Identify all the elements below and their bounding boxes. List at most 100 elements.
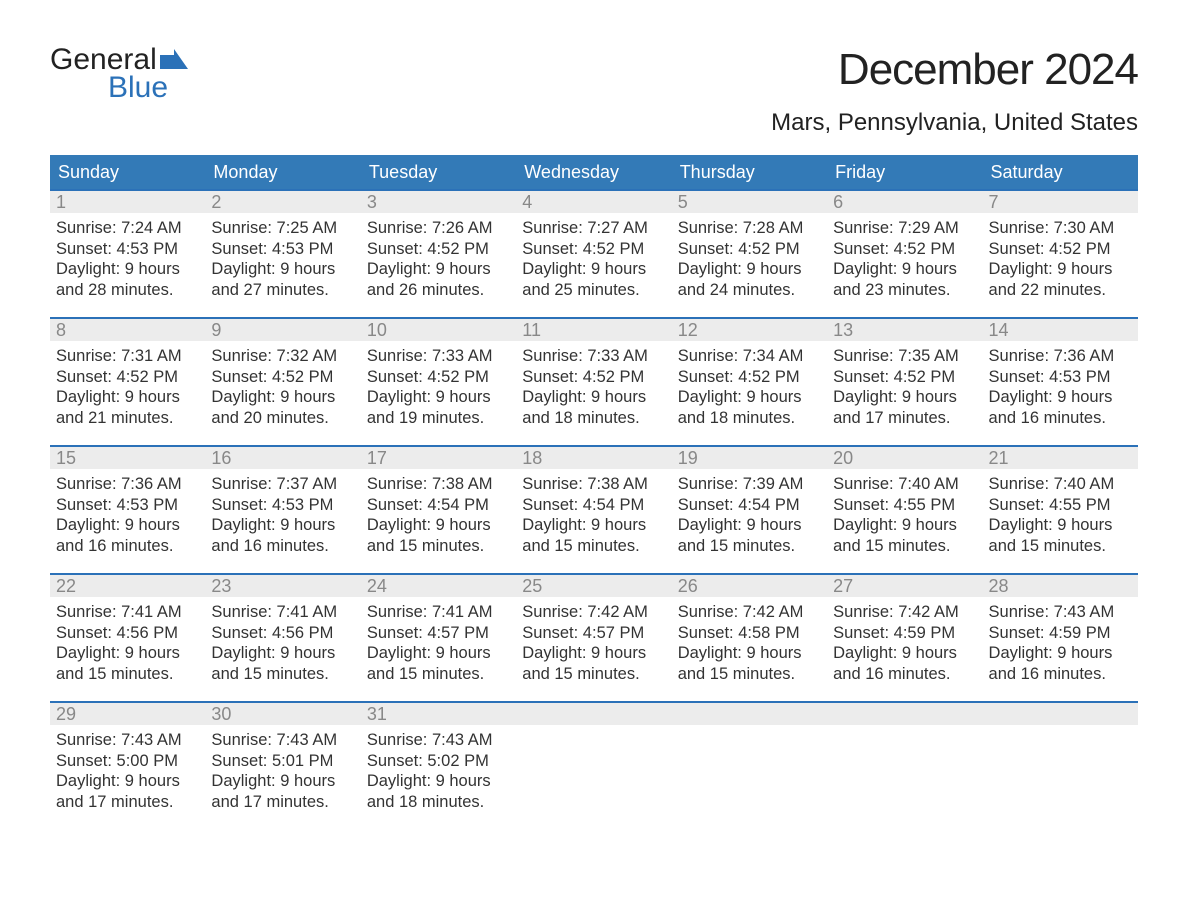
day-cell: 17Sunrise: 7:38 AMSunset: 4:54 PMDayligh…: [361, 445, 516, 573]
sunset-text: Sunset: 4:52 PM: [211, 367, 354, 388]
title-block: December 2024 Mars, Pennsylvania, United…: [771, 45, 1138, 147]
week-row: 1Sunrise: 7:24 AMSunset: 4:53 PMDaylight…: [50, 189, 1138, 317]
sunrise-text: Sunrise: 7:41 AM: [56, 602, 199, 623]
sunset-text: Sunset: 4:55 PM: [989, 495, 1132, 516]
sunrise-text: Sunrise: 7:25 AM: [211, 218, 354, 239]
empty-day-strip: [983, 701, 1138, 725]
location-subtitle: Mars, Pennsylvania, United States: [771, 109, 1138, 137]
daylight-text: Daylight: 9 hours and 17 minutes.: [833, 387, 976, 428]
sunset-text: Sunset: 5:00 PM: [56, 751, 199, 772]
sunrise-text: Sunrise: 7:38 AM: [522, 474, 665, 495]
day-cell: 28Sunrise: 7:43 AMSunset: 4:59 PMDayligh…: [983, 573, 1138, 701]
daylight-text: Daylight: 9 hours and 16 minutes.: [833, 643, 976, 684]
sunrise-text: Sunrise: 7:42 AM: [522, 602, 665, 623]
day-body: Sunrise: 7:29 AMSunset: 4:52 PMDaylight:…: [827, 213, 982, 313]
weekday-header: Monday: [205, 155, 360, 189]
day-body: Sunrise: 7:33 AMSunset: 4:52 PMDaylight:…: [516, 341, 671, 441]
day-number: 1: [50, 189, 205, 213]
sunrise-text: Sunrise: 7:42 AM: [833, 602, 976, 623]
sunset-text: Sunset: 4:59 PM: [989, 623, 1132, 644]
daylight-text: Daylight: 9 hours and 18 minutes.: [678, 387, 821, 428]
sunrise-text: Sunrise: 7:29 AM: [833, 218, 976, 239]
sunrise-text: Sunrise: 7:36 AM: [989, 346, 1132, 367]
daylight-text: Daylight: 9 hours and 18 minutes.: [522, 387, 665, 428]
daylight-text: Daylight: 9 hours and 16 minutes.: [989, 643, 1132, 684]
day-cell: 2Sunrise: 7:25 AMSunset: 4:53 PMDaylight…: [205, 189, 360, 317]
week-row: 8Sunrise: 7:31 AMSunset: 4:52 PMDaylight…: [50, 317, 1138, 445]
day-cell: [672, 701, 827, 829]
sunrise-text: Sunrise: 7:27 AM: [522, 218, 665, 239]
daylight-text: Daylight: 9 hours and 17 minutes.: [56, 771, 199, 812]
day-number: 30: [205, 701, 360, 725]
day-body: Sunrise: 7:27 AMSunset: 4:52 PMDaylight:…: [516, 213, 671, 313]
weekday-header: Thursday: [672, 155, 827, 189]
sunset-text: Sunset: 4:53 PM: [56, 239, 199, 260]
day-cell: [516, 701, 671, 829]
daylight-text: Daylight: 9 hours and 15 minutes.: [678, 643, 821, 684]
day-number: 10: [361, 317, 516, 341]
sunset-text: Sunset: 5:02 PM: [367, 751, 510, 772]
daylight-text: Daylight: 9 hours and 28 minutes.: [56, 259, 199, 300]
sunset-text: Sunset: 4:54 PM: [367, 495, 510, 516]
sunset-text: Sunset: 4:56 PM: [56, 623, 199, 644]
sunset-text: Sunset: 4:52 PM: [678, 239, 821, 260]
day-cell: 24Sunrise: 7:41 AMSunset: 4:57 PMDayligh…: [361, 573, 516, 701]
day-cell: 30Sunrise: 7:43 AMSunset: 5:01 PMDayligh…: [205, 701, 360, 829]
daylight-text: Daylight: 9 hours and 25 minutes.: [522, 259, 665, 300]
day-body: Sunrise: 7:32 AMSunset: 4:52 PMDaylight:…: [205, 341, 360, 441]
sunrise-text: Sunrise: 7:43 AM: [56, 730, 199, 751]
sunrise-text: Sunrise: 7:39 AM: [678, 474, 821, 495]
weekday-header: Friday: [827, 155, 982, 189]
logo-word-blue: Blue: [108, 73, 188, 103]
day-cell: 23Sunrise: 7:41 AMSunset: 4:56 PMDayligh…: [205, 573, 360, 701]
day-cell: 8Sunrise: 7:31 AMSunset: 4:52 PMDaylight…: [50, 317, 205, 445]
day-body: Sunrise: 7:35 AMSunset: 4:52 PMDaylight:…: [827, 341, 982, 441]
daylight-text: Daylight: 9 hours and 15 minutes.: [367, 515, 510, 556]
day-cell: 21Sunrise: 7:40 AMSunset: 4:55 PMDayligh…: [983, 445, 1138, 573]
sunset-text: Sunset: 4:52 PM: [833, 239, 976, 260]
day-body: Sunrise: 7:42 AMSunset: 4:59 PMDaylight:…: [827, 597, 982, 697]
day-cell: 18Sunrise: 7:38 AMSunset: 4:54 PMDayligh…: [516, 445, 671, 573]
day-body: Sunrise: 7:30 AMSunset: 4:52 PMDaylight:…: [983, 213, 1138, 313]
day-cell: 14Sunrise: 7:36 AMSunset: 4:53 PMDayligh…: [983, 317, 1138, 445]
daylight-text: Daylight: 9 hours and 15 minutes.: [833, 515, 976, 556]
day-number: 22: [50, 573, 205, 597]
day-number: 8: [50, 317, 205, 341]
sunset-text: Sunset: 4:54 PM: [678, 495, 821, 516]
daylight-text: Daylight: 9 hours and 15 minutes.: [211, 643, 354, 684]
day-cell: 9Sunrise: 7:32 AMSunset: 4:52 PMDaylight…: [205, 317, 360, 445]
daylight-text: Daylight: 9 hours and 27 minutes.: [211, 259, 354, 300]
day-body: Sunrise: 7:36 AMSunset: 4:53 PMDaylight:…: [983, 341, 1138, 441]
sunset-text: Sunset: 4:56 PM: [211, 623, 354, 644]
day-cell: [983, 701, 1138, 829]
daylight-text: Daylight: 9 hours and 19 minutes.: [367, 387, 510, 428]
sunrise-text: Sunrise: 7:24 AM: [56, 218, 199, 239]
daylight-text: Daylight: 9 hours and 15 minutes.: [56, 643, 199, 684]
sunset-text: Sunset: 4:54 PM: [522, 495, 665, 516]
day-body: Sunrise: 7:31 AMSunset: 4:52 PMDaylight:…: [50, 341, 205, 441]
day-number: 26: [672, 573, 827, 597]
empty-day-strip: [672, 701, 827, 725]
day-number: 21: [983, 445, 1138, 469]
day-body: Sunrise: 7:34 AMSunset: 4:52 PMDaylight:…: [672, 341, 827, 441]
day-cell: 13Sunrise: 7:35 AMSunset: 4:52 PMDayligh…: [827, 317, 982, 445]
day-body: Sunrise: 7:43 AMSunset: 4:59 PMDaylight:…: [983, 597, 1138, 697]
sunrise-text: Sunrise: 7:43 AM: [989, 602, 1132, 623]
sunset-text: Sunset: 4:57 PM: [522, 623, 665, 644]
empty-day-strip: [516, 701, 671, 725]
day-number: 9: [205, 317, 360, 341]
sunrise-text: Sunrise: 7:33 AM: [522, 346, 665, 367]
daylight-text: Daylight: 9 hours and 24 minutes.: [678, 259, 821, 300]
sunrise-text: Sunrise: 7:43 AM: [211, 730, 354, 751]
day-body: Sunrise: 7:41 AMSunset: 4:56 PMDaylight:…: [50, 597, 205, 697]
sunset-text: Sunset: 4:52 PM: [56, 367, 199, 388]
day-cell: 6Sunrise: 7:29 AMSunset: 4:52 PMDaylight…: [827, 189, 982, 317]
day-number: 12: [672, 317, 827, 341]
day-body: Sunrise: 7:39 AMSunset: 4:54 PMDaylight:…: [672, 469, 827, 569]
day-cell: 16Sunrise: 7:37 AMSunset: 4:53 PMDayligh…: [205, 445, 360, 573]
day-cell: 29Sunrise: 7:43 AMSunset: 5:00 PMDayligh…: [50, 701, 205, 829]
sunset-text: Sunset: 4:55 PM: [833, 495, 976, 516]
sunrise-text: Sunrise: 7:40 AM: [833, 474, 976, 495]
daylight-text: Daylight: 9 hours and 16 minutes.: [211, 515, 354, 556]
weekday-header-row: Sunday Monday Tuesday Wednesday Thursday…: [50, 155, 1138, 189]
